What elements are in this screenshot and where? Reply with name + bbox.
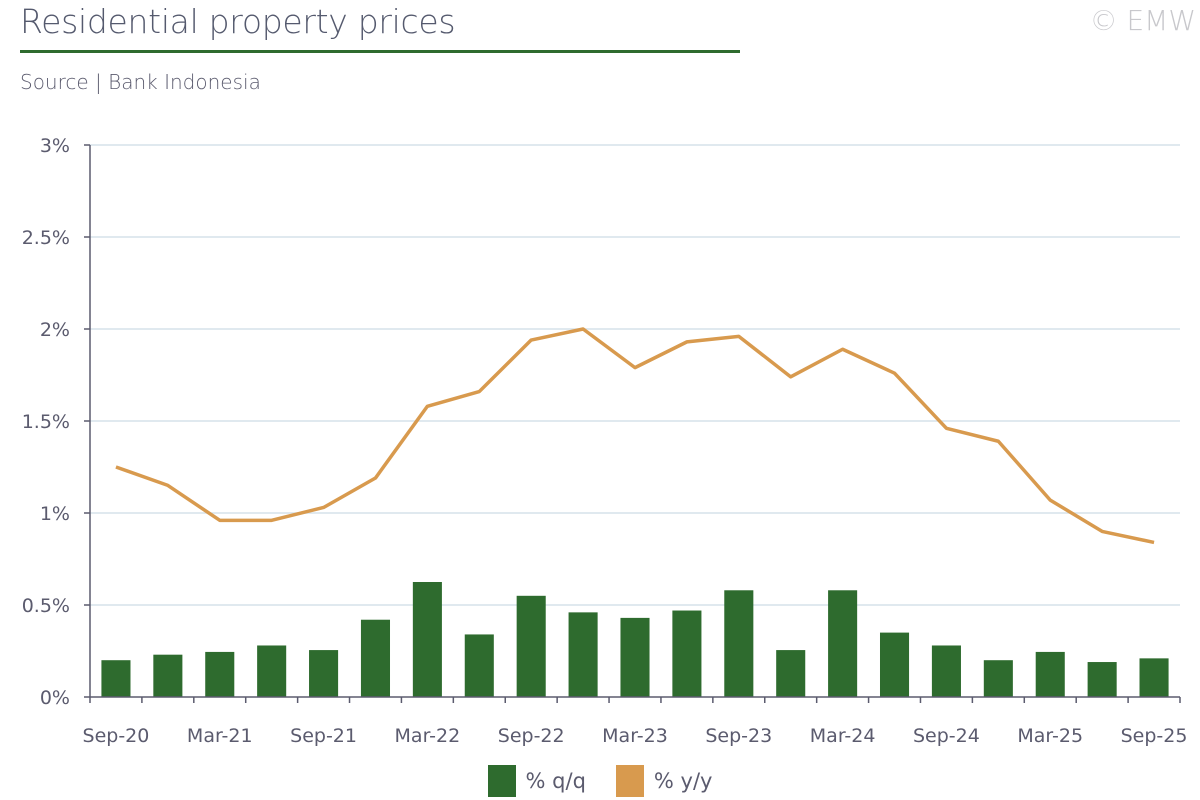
chart-title: Residential property prices bbox=[20, 2, 456, 41]
y-tick-label: 1.5% bbox=[22, 411, 70, 433]
bar-qq bbox=[101, 660, 131, 697]
bar-qq bbox=[205, 651, 235, 697]
x-tick-label: Mar-25 bbox=[1017, 725, 1083, 747]
line-yy bbox=[115, 327, 1155, 545]
x-tick-label: Sep-21 bbox=[290, 725, 357, 747]
bar-qq bbox=[464, 634, 494, 697]
x-tick-label: Sep-22 bbox=[498, 725, 565, 747]
x-tick-label: Mar-21 bbox=[187, 725, 253, 747]
x-tick-label: Sep-24 bbox=[913, 725, 980, 747]
x-tick-label: Sep-20 bbox=[83, 725, 150, 747]
bar-qq bbox=[568, 612, 598, 697]
bar-qq bbox=[672, 610, 702, 697]
bar-qq bbox=[1139, 658, 1169, 697]
bar-qq bbox=[516, 595, 546, 697]
legend: % q/q % y/y bbox=[0, 765, 1200, 797]
y-tick-label: 3% bbox=[40, 135, 70, 157]
bar-qq bbox=[983, 660, 1013, 697]
x-tick-label: Mar-22 bbox=[395, 725, 461, 747]
bar-qq bbox=[620, 617, 650, 697]
x-tick-label: Mar-23 bbox=[602, 725, 668, 747]
x-tick-label: Sep-25 bbox=[1121, 725, 1188, 747]
bar-qq bbox=[1087, 662, 1117, 697]
source-label: Source | Bank Indonesia bbox=[20, 70, 261, 94]
bar-qq bbox=[360, 619, 391, 697]
bar-qq bbox=[309, 650, 339, 697]
bar-qq bbox=[724, 590, 754, 697]
y-tick-label: 1% bbox=[40, 503, 70, 525]
title-underline bbox=[20, 50, 740, 53]
legend-swatch-qq bbox=[487, 765, 516, 797]
y-tick-label: 2.5% bbox=[22, 227, 70, 249]
x-tick-label: Sep-23 bbox=[705, 725, 772, 747]
bar-qq bbox=[931, 645, 961, 697]
bar-qq bbox=[879, 632, 910, 697]
legend-label-yy: % y/y bbox=[653, 769, 713, 793]
legend-item-yy: % y/y bbox=[615, 765, 713, 797]
y-tick-label: 0% bbox=[40, 687, 70, 709]
bar-qq bbox=[153, 654, 183, 697]
legend-swatch-yy bbox=[615, 765, 644, 797]
copyright-watermark: © EMW bbox=[1089, 4, 1196, 37]
y-tick-label: 0.5% bbox=[22, 595, 70, 617]
legend-label-qq: % q/q bbox=[525, 769, 586, 793]
y-tick-label: 2% bbox=[40, 319, 70, 341]
x-tick-label: Mar-24 bbox=[810, 725, 876, 747]
bar-qq bbox=[1035, 651, 1065, 697]
bar-qq bbox=[776, 650, 806, 697]
bar-qq bbox=[412, 582, 442, 697]
bar-qq bbox=[828, 590, 858, 697]
legend-item-qq: % q/q bbox=[487, 765, 586, 797]
bar-qq bbox=[257, 645, 287, 697]
